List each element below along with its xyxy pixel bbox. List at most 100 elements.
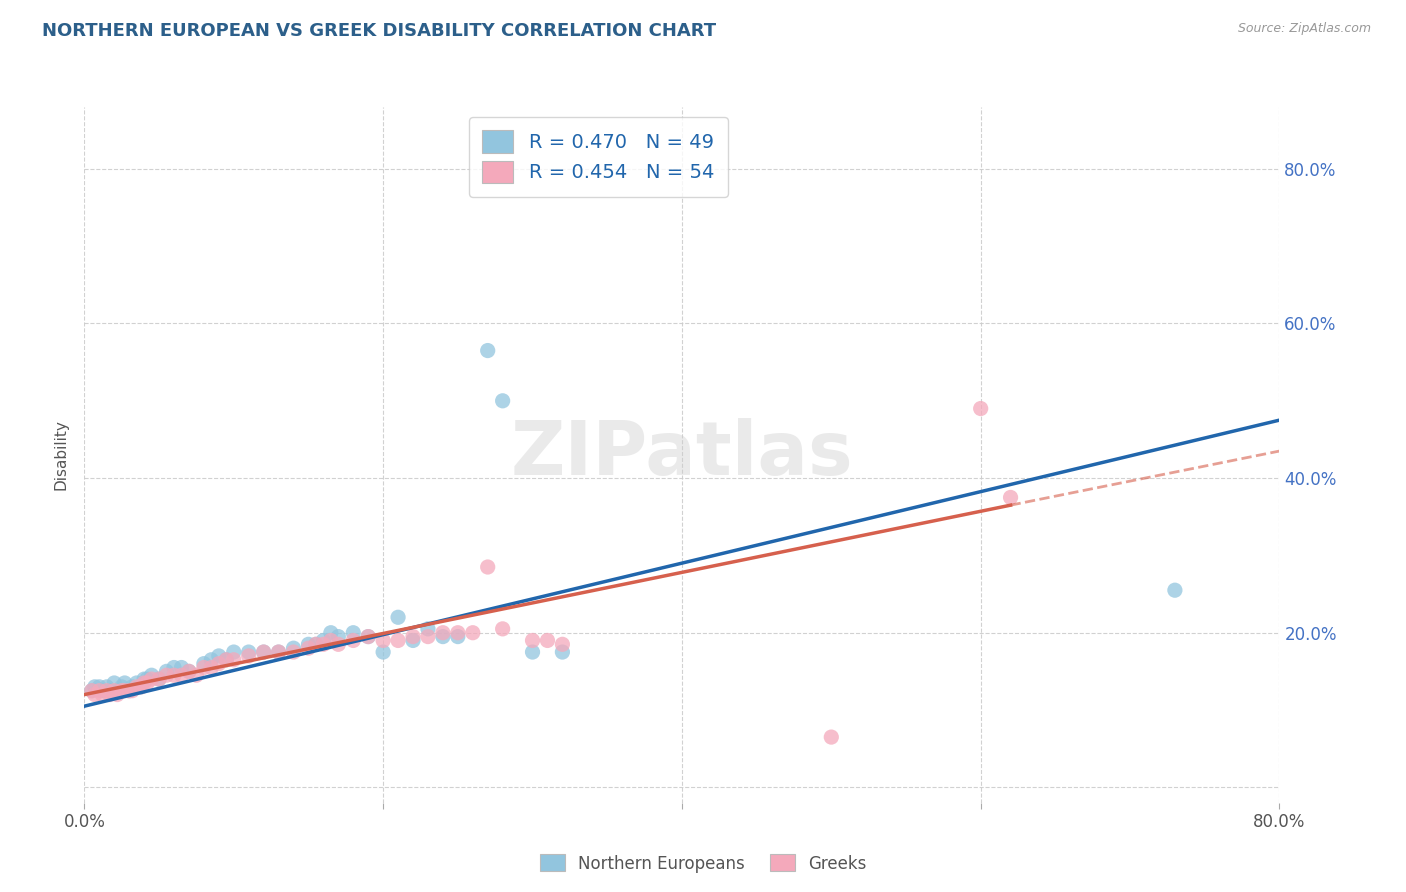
Point xyxy=(105,688,128,702)
Point xyxy=(186,668,208,682)
Point xyxy=(432,630,454,644)
Point xyxy=(522,645,544,659)
Point xyxy=(118,683,141,698)
Point xyxy=(238,648,260,663)
Point xyxy=(253,645,276,659)
Text: ZIPatlas: ZIPatlas xyxy=(510,418,853,491)
Point xyxy=(155,665,177,679)
Point xyxy=(193,660,215,674)
Point xyxy=(447,625,470,640)
Point xyxy=(98,683,121,698)
Point xyxy=(312,637,335,651)
Point xyxy=(1164,583,1187,598)
Point xyxy=(215,653,238,667)
Point xyxy=(129,680,152,694)
Point xyxy=(283,641,305,656)
Point xyxy=(551,637,574,651)
Point xyxy=(136,676,159,690)
Point xyxy=(267,645,290,659)
Point xyxy=(222,645,245,659)
Point xyxy=(200,653,222,667)
Point xyxy=(253,645,276,659)
Point xyxy=(141,668,163,682)
Point xyxy=(200,660,222,674)
Point xyxy=(283,645,305,659)
Point xyxy=(222,653,245,667)
Point xyxy=(96,683,118,698)
Point xyxy=(89,680,111,694)
Point xyxy=(267,645,290,659)
Point xyxy=(105,683,128,698)
Point xyxy=(125,680,148,694)
Point xyxy=(328,637,350,651)
Point xyxy=(125,676,148,690)
Point xyxy=(208,657,231,671)
Point xyxy=(342,625,364,640)
Point xyxy=(328,630,350,644)
Point xyxy=(402,633,425,648)
Point xyxy=(492,622,515,636)
Point xyxy=(319,633,342,648)
Point xyxy=(177,665,200,679)
Point xyxy=(96,680,118,694)
Point xyxy=(820,730,842,744)
Point xyxy=(371,633,394,648)
Point xyxy=(1000,491,1022,505)
Point xyxy=(111,680,134,694)
Point xyxy=(371,645,394,659)
Point xyxy=(208,648,231,663)
Y-axis label: Disability: Disability xyxy=(53,419,69,491)
Point xyxy=(416,630,439,644)
Point xyxy=(103,676,125,690)
Point xyxy=(111,683,134,698)
Point xyxy=(305,637,328,651)
Point xyxy=(91,688,114,702)
Point xyxy=(80,683,103,698)
Point xyxy=(238,645,260,659)
Point xyxy=(132,676,156,690)
Point xyxy=(121,683,143,698)
Point xyxy=(357,630,380,644)
Point xyxy=(129,680,152,694)
Point xyxy=(297,637,319,651)
Point xyxy=(312,633,335,648)
Point xyxy=(319,625,342,640)
Point xyxy=(121,680,143,694)
Point xyxy=(492,393,515,408)
Point xyxy=(155,668,177,682)
Point xyxy=(387,633,409,648)
Point xyxy=(357,630,380,644)
Point xyxy=(148,672,170,686)
Legend: Northern Europeans, Greeks: Northern Europeans, Greeks xyxy=(533,847,873,880)
Point xyxy=(461,625,484,640)
Point xyxy=(416,622,439,636)
Point xyxy=(170,660,193,674)
Point xyxy=(89,683,111,698)
Point xyxy=(132,672,156,686)
Point xyxy=(402,630,425,644)
Point xyxy=(148,672,170,686)
Point xyxy=(432,625,454,640)
Point xyxy=(536,633,558,648)
Legend: R = 0.470   N = 49, R = 0.454   N = 54: R = 0.470 N = 49, R = 0.454 N = 54 xyxy=(468,117,728,196)
Text: NORTHERN EUROPEAN VS GREEK DISABILITY CORRELATION CHART: NORTHERN EUROPEAN VS GREEK DISABILITY CO… xyxy=(42,22,716,40)
Point xyxy=(477,560,499,574)
Point xyxy=(91,683,114,698)
Point xyxy=(477,343,499,358)
Point xyxy=(297,641,319,656)
Point xyxy=(170,668,193,682)
Point xyxy=(551,645,574,659)
Point xyxy=(141,672,163,686)
Point xyxy=(83,688,105,702)
Point xyxy=(522,633,544,648)
Point xyxy=(136,672,159,686)
Point xyxy=(970,401,993,416)
Point xyxy=(342,633,364,648)
Point xyxy=(103,683,125,698)
Point xyxy=(114,676,136,690)
Point xyxy=(387,610,409,624)
Point xyxy=(83,680,105,694)
Point xyxy=(98,688,121,702)
Point xyxy=(193,657,215,671)
Point xyxy=(163,668,186,682)
